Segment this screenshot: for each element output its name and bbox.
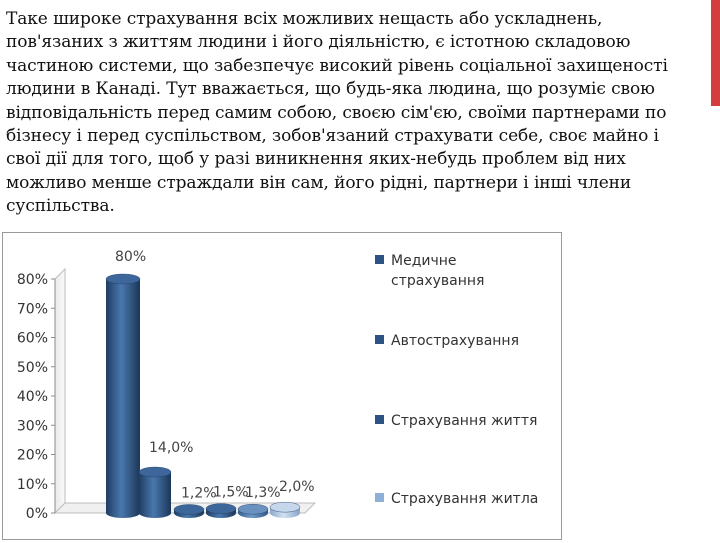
legend-entry: Медичне страхування [375,253,484,289]
legend-entry: Страхування життя [375,413,537,429]
body-paragraph: Таке широке страхування всіх можливих не… [6,9,668,217]
bar-cap [105,273,141,285]
y-tick-label: 60% [17,331,48,347]
legend-label: Медичне [391,253,457,269]
y-tick-label: 0% [26,506,48,522]
y-tick-label: 80% [17,272,48,288]
legend-label: Страхування життя [391,413,537,429]
legend-swatch [375,415,384,424]
bar-cap [237,503,269,515]
bar-6 [269,501,301,518]
bar-2 [138,466,172,518]
bar-5 [237,503,269,518]
bar-body [106,279,140,518]
data-label: 80% [115,249,146,265]
legend-entry: Страхування житла [375,491,538,507]
y-tick-label: 70% [17,301,48,317]
accent-bar [711,0,720,106]
insurance-bar-chart: 0%10%20%30%40%50%60%70%80% 80%14,0%1,2%1… [17,249,539,522]
legend-label: Автострахування [391,333,519,349]
legend-label: Страхування житла [391,491,538,507]
bar-cap [205,503,237,514]
data-label: 1,3% [245,485,281,501]
bar-4 [205,503,237,518]
data-label: 14,0% [149,440,193,456]
legend-swatch [375,335,384,344]
y-tick-label: 50% [17,360,48,376]
chart-side-wall [54,267,66,515]
y-tick-label: 40% [17,389,48,405]
data-label: 1,5% [213,485,249,501]
legend-label: страхування [391,273,484,289]
legend-swatch [375,255,384,264]
chart-panel: 0% 10% 20% 30% 40% 50% 60% 70% 80% 80% 14,0% 1,2% 1… [2,232,562,540]
bar-cap [173,504,205,515]
y-tick-label: 20% [17,448,48,464]
legend-swatch [375,493,384,502]
bar-cap [269,501,301,513]
data-label: 2,0% [279,479,315,495]
legend-entry: Автострахування [375,333,519,349]
data-label: 1,2% [181,485,217,501]
y-tick-label: 10% [17,477,48,493]
bar-3 [173,504,205,518]
bar-body [139,472,171,518]
y-tick-label: 30% [17,418,48,434]
bar-cap [138,466,172,478]
bar-1 [105,273,141,518]
